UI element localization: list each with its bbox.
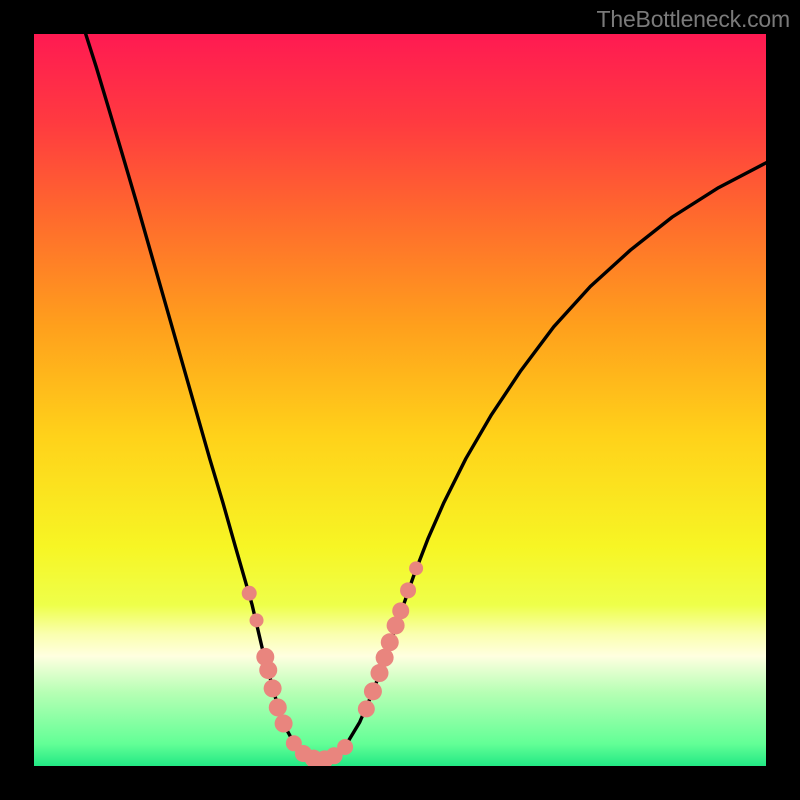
plot-background (34, 34, 766, 766)
scatter-point (376, 649, 394, 667)
scatter-point (242, 586, 257, 601)
scatter-point (364, 682, 382, 700)
scatter-point (381, 633, 399, 651)
chart-root: TheBottleneck.com (0, 0, 800, 800)
scatter-point (337, 739, 353, 755)
scatter-point (400, 582, 416, 598)
watermark-text: TheBottleneck.com (597, 6, 790, 33)
scatter-point (269, 698, 287, 716)
scatter-point (250, 613, 264, 627)
scatter-point (409, 561, 423, 575)
scatter-point (275, 715, 293, 733)
plot-area (34, 34, 766, 766)
scatter-point (392, 602, 409, 619)
scatter-point (371, 664, 389, 682)
scatter-point (259, 661, 277, 679)
scatter-point (264, 679, 282, 697)
scatter-point (358, 700, 375, 717)
plot-svg (34, 34, 766, 766)
